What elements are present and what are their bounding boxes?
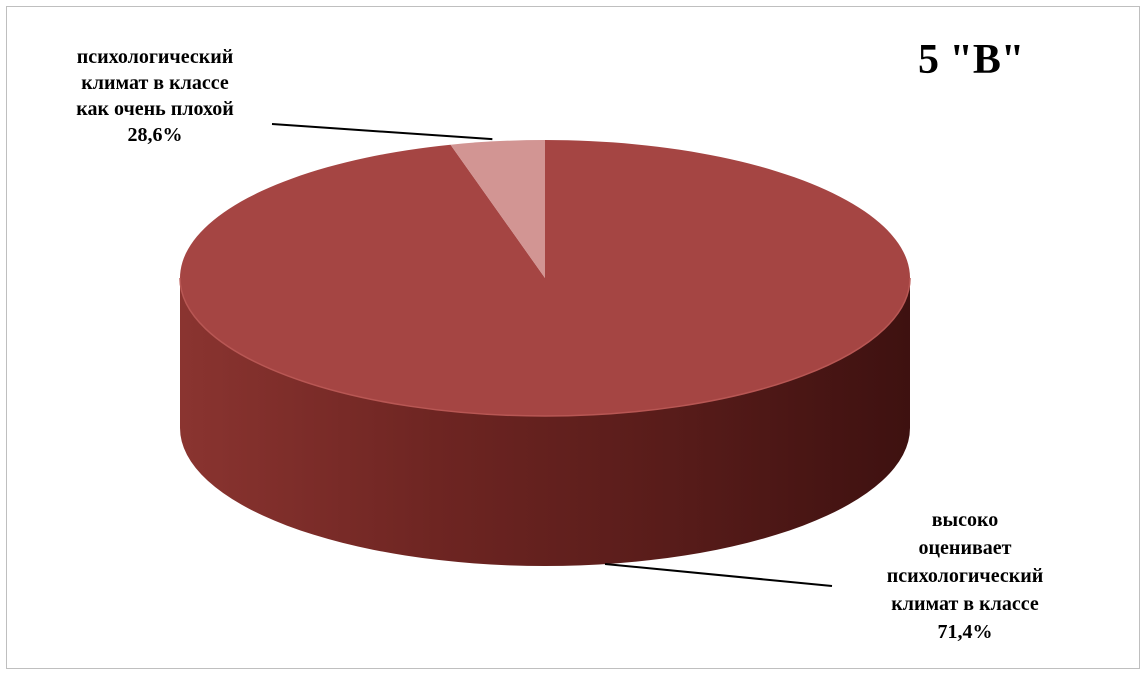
label-line: как очень плохой <box>76 98 234 120</box>
label-line: высоко <box>931 509 999 531</box>
pie-slice-very-bad <box>450 140 545 278</box>
pie-top <box>179 140 911 417</box>
label-value: 71,4% <box>937 621 993 643</box>
data-label-high: высоко оценивает психологический климат … <box>840 506 1090 646</box>
data-label-very-bad: психологический климат в классе как очен… <box>20 44 290 148</box>
chart-title: 5 "В" <box>918 37 1025 83</box>
pie-side <box>180 278 910 566</box>
leader-line-very-bad <box>271 123 493 141</box>
leader-line-high <box>604 563 833 587</box>
pie-side-wall <box>180 278 910 566</box>
pie-rim <box>179 277 911 417</box>
label-line: климат в классе <box>81 72 229 94</box>
label-value: 28,6% <box>127 124 183 146</box>
label-line: климат в классе <box>891 593 1039 615</box>
label-line: оценивает <box>918 537 1012 559</box>
label-line: психологический <box>76 46 234 68</box>
label-line: психологический <box>886 565 1044 587</box>
leader-lines <box>271 123 833 587</box>
plot-border <box>6 6 1140 669</box>
